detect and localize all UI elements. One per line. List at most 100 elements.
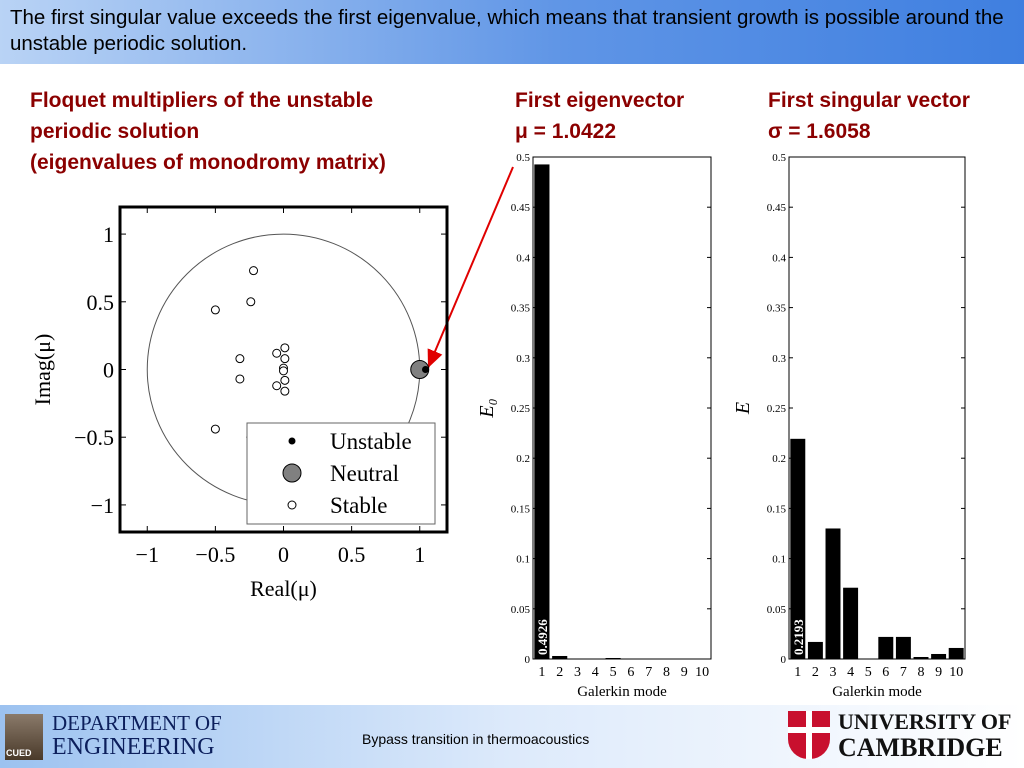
- value-label: 0.2193: [791, 619, 806, 655]
- chart-title: Floquet multipliers of the unstable: [30, 89, 373, 112]
- x-tick-label: 10: [949, 665, 963, 680]
- y-tick-label: 0.35: [767, 303, 787, 315]
- bar: [878, 636, 894, 659]
- y-tick-label: 0.1: [516, 554, 530, 566]
- y-tick-label: 0.5: [772, 152, 786, 164]
- y-tick-label: 0.2: [516, 453, 530, 465]
- legend-marker: [287, 500, 297, 510]
- x-tick-label: 0.5: [338, 542, 366, 567]
- legend-label: Stable: [330, 493, 388, 518]
- cambridge-shield: [788, 711, 830, 759]
- bar: [534, 164, 550, 659]
- x-tick-label: 10: [695, 665, 709, 680]
- x-tick-label: 3: [830, 665, 837, 680]
- y-tick-label: 0.4: [772, 252, 786, 264]
- x-tick-label: 4: [847, 665, 854, 680]
- y-tick-label: 0.05: [767, 604, 787, 616]
- data-point: [272, 381, 282, 391]
- x-tick-label: 7: [645, 665, 652, 680]
- uni-top: UNIVERSITY OF: [838, 709, 1012, 734]
- y-tick-label: 0.3: [772, 353, 786, 365]
- y-tick-label: −0.5: [74, 425, 114, 450]
- y-tick-label: 0.45: [511, 202, 531, 214]
- y-tick-label: 0: [525, 654, 531, 666]
- axes-frame: [532, 156, 712, 660]
- x-tick-label: 9: [681, 665, 688, 680]
- data-point: [280, 354, 290, 364]
- data-point: [249, 266, 259, 276]
- x-tick-label: 0: [278, 542, 289, 567]
- x-tick-label: 1: [794, 665, 801, 680]
- legend-box: [246, 422, 436, 525]
- chart-title: (eigenvalues of monodromy matrix): [30, 151, 386, 174]
- chart-title: First singular vector: [768, 89, 970, 112]
- y-tick-label: 0.1: [772, 554, 786, 566]
- legend-marker: [282, 463, 302, 483]
- y-tick-label: 1: [103, 222, 114, 247]
- legend-label: Unstable: [330, 429, 412, 454]
- data-point: [280, 343, 290, 353]
- y-tick-label: 0.25: [767, 403, 787, 415]
- y-tick-label: 0: [103, 358, 114, 383]
- legend-label: Neutral: [330, 461, 399, 486]
- x-tick-label: 8: [663, 665, 670, 680]
- y-axis-label: Imag(μ): [30, 334, 55, 406]
- axes-frame: [788, 156, 966, 660]
- bar: [843, 587, 859, 659]
- shield-cross: [806, 711, 812, 759]
- footer-band: CUED DEPARTMENT OF ENGINEERING Bypass tr…: [0, 705, 1024, 768]
- charts: Floquet multipliers of the unstable perio…: [30, 89, 970, 700]
- axes-frame: [118, 205, 449, 534]
- y-tick-label: 0.4: [516, 252, 530, 264]
- chart-title: periodic solution: [30, 120, 199, 143]
- x-tick-label: 1: [538, 665, 545, 680]
- bar: [948, 647, 964, 659]
- y-tick-label: 0.35: [511, 303, 531, 315]
- y-tick-label: 0.15: [767, 503, 787, 515]
- dept-bottom: ENGINEERING: [52, 734, 215, 760]
- value-label: 0.4926: [535, 619, 550, 655]
- bar: [807, 641, 823, 659]
- header-text: The first singular value exceeds the fir…: [10, 6, 1004, 55]
- data-point: [210, 305, 220, 315]
- x-tick-label: −0.5: [195, 542, 235, 567]
- header-band: The first singular value exceeds the fir…: [0, 0, 1024, 64]
- y-tick-label: 0.5: [87, 290, 115, 315]
- x-axis-label: Real(μ): [250, 576, 317, 601]
- x-tick-label: 4: [592, 665, 599, 680]
- pointer-arrow: [427, 166, 514, 369]
- x-tick-label: 6: [627, 665, 634, 680]
- bar: [931, 653, 947, 659]
- cued-logo: CUED: [5, 714, 43, 760]
- data-point: [235, 374, 245, 384]
- chart-title: σ = 1.6058: [768, 120, 871, 143]
- data-point: [235, 354, 245, 364]
- footer-title: Bypass transition in thermoacoustics: [362, 731, 590, 747]
- x-axis-label: Galerkin mode: [832, 684, 922, 700]
- data-point: [280, 375, 290, 385]
- bar: [790, 438, 806, 659]
- bar: [913, 656, 929, 659]
- x-tick-label: 9: [935, 665, 942, 680]
- chart-title: μ = 1.0422: [515, 120, 616, 143]
- y-tick-label: 0.15: [511, 503, 531, 515]
- data-point: [272, 348, 282, 358]
- y-tick-label: −1: [91, 493, 114, 518]
- dept-top: DEPARTMENT OF: [52, 711, 222, 735]
- data-point: [210, 424, 220, 434]
- y-tick-label: 0.5: [516, 152, 530, 164]
- x-tick-label: 1: [414, 542, 425, 567]
- chart-title: First eigenvector: [515, 89, 684, 112]
- logo-text: CUED: [6, 748, 32, 758]
- x-tick-label: 5: [865, 665, 872, 680]
- legend-marker: [288, 437, 296, 445]
- y-tick-label: 0.05: [511, 604, 531, 616]
- bar: [605, 657, 621, 659]
- uni-bottom: CAMBRIDGE: [838, 733, 1003, 762]
- data-point: [246, 297, 256, 307]
- shield-cross: [788, 727, 830, 733]
- x-tick-label: 2: [812, 665, 819, 680]
- bar: [895, 636, 911, 659]
- x-tick-label: 2: [556, 665, 563, 680]
